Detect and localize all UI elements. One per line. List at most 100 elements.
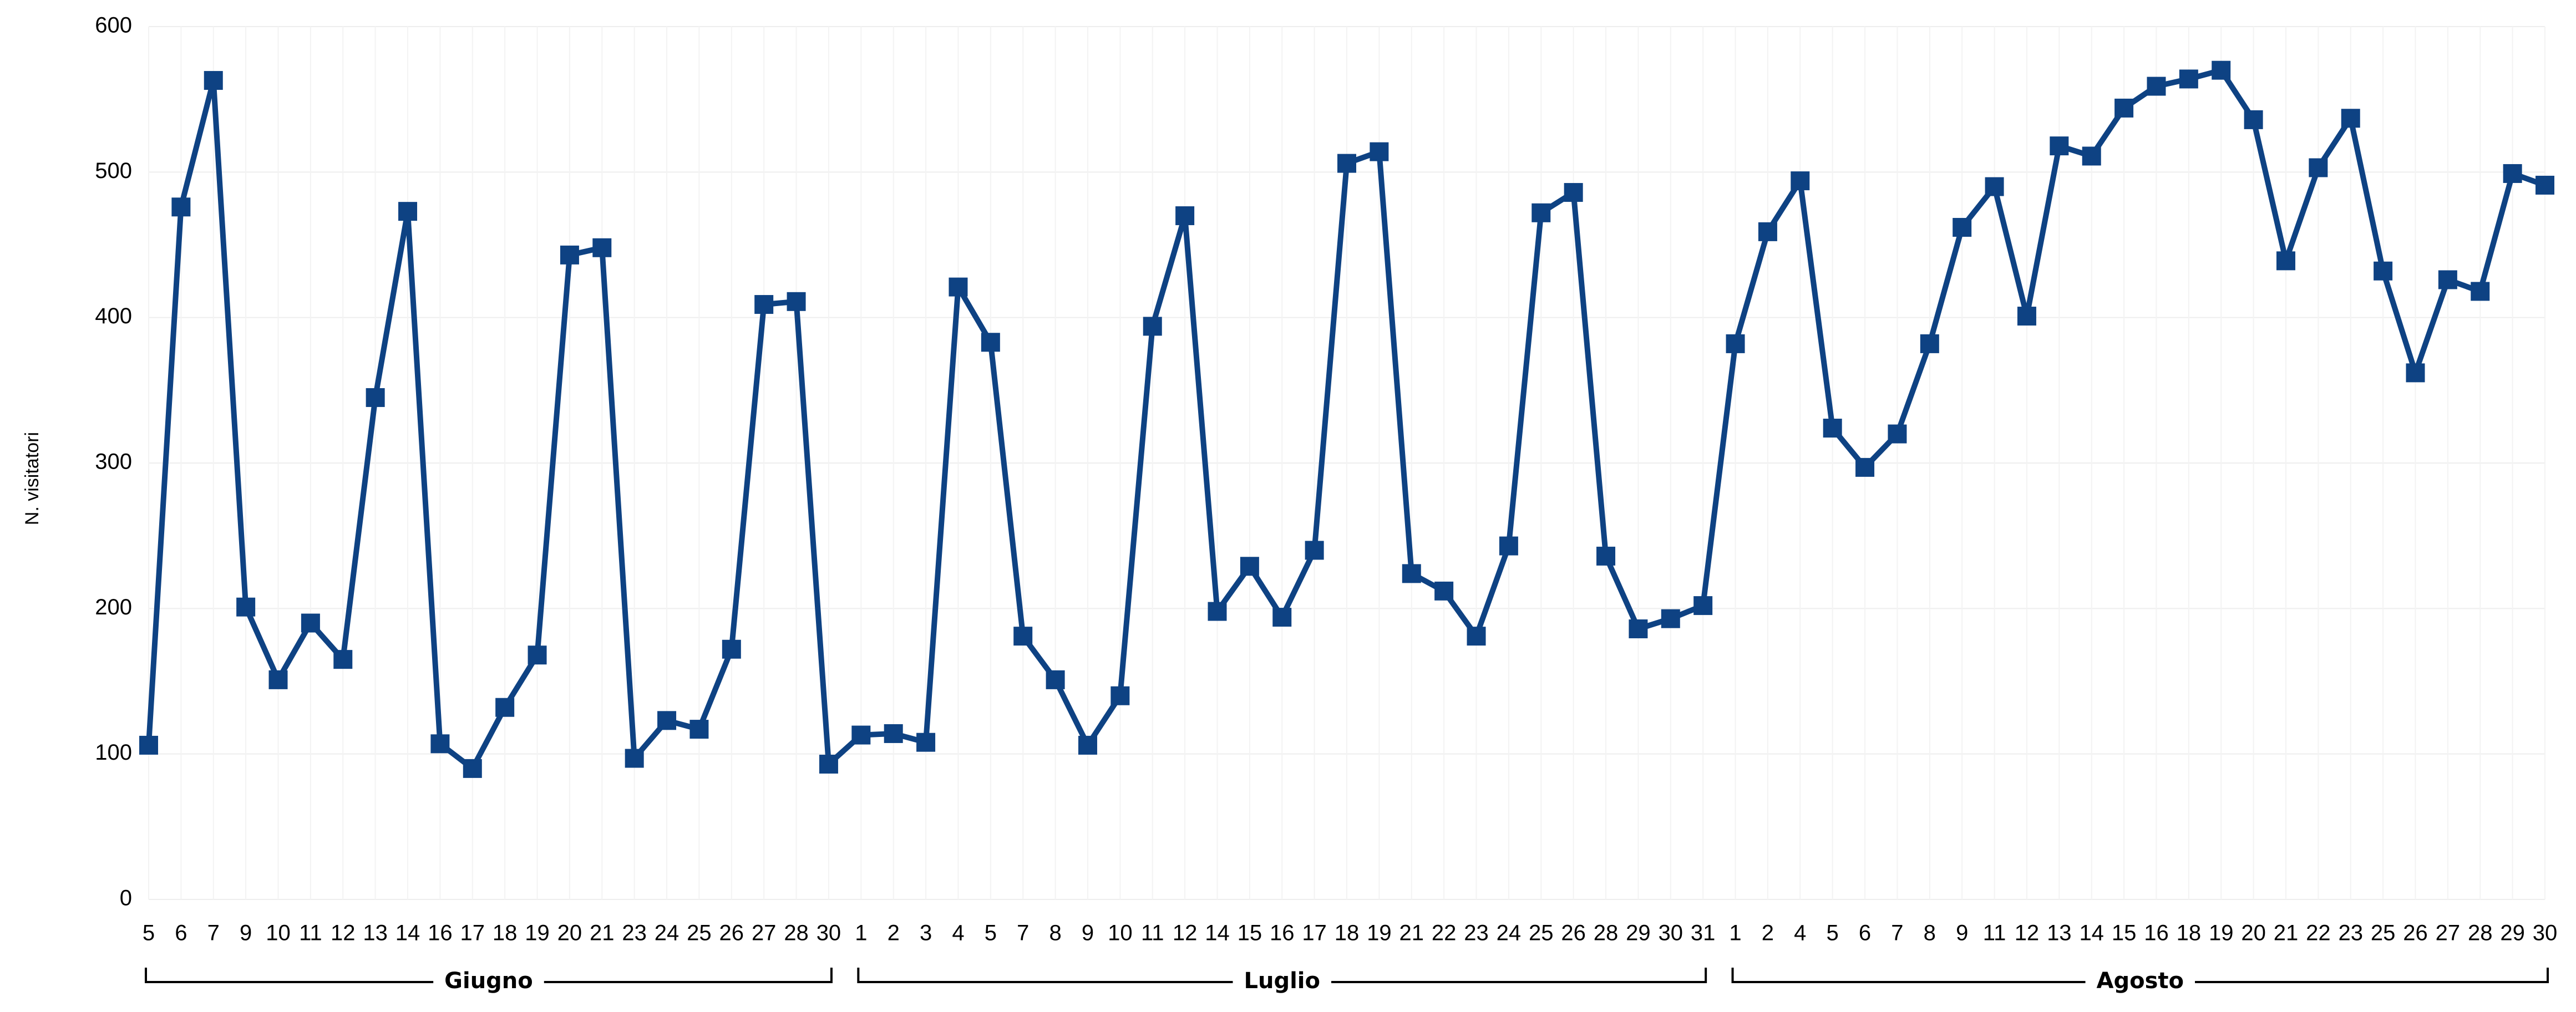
point — [2406, 363, 2425, 383]
point — [689, 720, 709, 739]
point — [495, 698, 515, 717]
point — [2471, 282, 2490, 301]
x-tick-label: 7 — [1891, 921, 1903, 945]
point — [528, 645, 547, 665]
x-tick-label: 11 — [1983, 921, 2006, 945]
point — [1240, 557, 1259, 576]
group-label-bg — [1233, 977, 1331, 988]
point — [1855, 457, 1875, 477]
point — [2503, 164, 2522, 183]
x-tick-label: 30 — [1659, 921, 1683, 945]
point — [1272, 608, 1292, 627]
point — [1175, 206, 1195, 226]
point — [1078, 735, 1097, 755]
x-tick-label: 27 — [2436, 921, 2461, 945]
x-tick-label: 8 — [1924, 921, 1936, 945]
x-tick-label: 20 — [557, 921, 582, 945]
x-tick-label: 7 — [1017, 921, 1029, 945]
point — [560, 245, 579, 265]
point — [2179, 69, 2198, 89]
point — [236, 597, 256, 617]
point — [1758, 222, 1777, 241]
x-tick-label: 2 — [888, 921, 900, 945]
y-tick-label: 0 — [120, 886, 132, 911]
point — [2212, 60, 2231, 80]
x-tick-label: 9 — [1082, 921, 1094, 945]
point — [1046, 670, 1065, 689]
x-tick-label: 19 — [525, 921, 550, 945]
point — [2017, 307, 2036, 326]
x-tick-label: 25 — [2371, 921, 2396, 945]
x-tick-label: 12 — [331, 921, 356, 945]
point — [2536, 175, 2554, 195]
point — [398, 202, 418, 221]
point — [1532, 203, 1551, 222]
group-label: Luglio — [1244, 968, 1320, 994]
point — [1920, 334, 1939, 353]
point — [787, 292, 806, 311]
x-tick-label: 18 — [493, 921, 518, 945]
x-tick-label: 16 — [1270, 921, 1295, 945]
x-tick-label: 24 — [1497, 921, 1522, 945]
x-tick-label: 18 — [2177, 921, 2202, 945]
x-tick-label: 28 — [784, 921, 809, 945]
point — [430, 734, 450, 754]
x-tick-label: 25 — [687, 921, 712, 945]
point — [2082, 146, 2101, 166]
point — [1499, 536, 1518, 556]
y-axis-title: N. visitatori — [22, 432, 43, 525]
y-tick-label: 100 — [95, 740, 132, 765]
point — [1888, 424, 1907, 444]
x-tick-label: 5 — [143, 921, 155, 945]
x-tick-label: 21 — [1399, 921, 1424, 945]
x-tick-label: 10 — [1108, 921, 1133, 945]
point — [333, 650, 353, 669]
x-tick-label: 22 — [2306, 921, 2331, 945]
point — [1661, 609, 1680, 628]
x-tick-label: 24 — [655, 921, 680, 945]
x-tick-label: 7 — [207, 921, 220, 945]
point — [2374, 261, 2393, 281]
point — [1013, 627, 1033, 646]
group-label-bg — [2085, 977, 2195, 988]
x-tick-label: 12 — [2015, 921, 2040, 945]
x-tick-label: 1 — [855, 921, 867, 945]
x-tick-label: 17 — [1302, 921, 1327, 945]
y-tick-label: 500 — [95, 159, 132, 183]
x-tick-label: 1 — [1729, 921, 1741, 945]
point — [463, 759, 482, 778]
x-tick-label: 14 — [2079, 921, 2104, 945]
x-tick-label: 15 — [2112, 921, 2137, 945]
x-tick-label: 23 — [1464, 921, 1489, 945]
x-tick-label: 30 — [2533, 921, 2558, 945]
x-tick-label: 11 — [1141, 921, 1164, 945]
x-tick-label: 20 — [2241, 921, 2266, 945]
x-tick-label: 16 — [428, 921, 453, 945]
point — [1629, 619, 1648, 639]
point — [1953, 218, 1972, 237]
x-tick-label: 9 — [1956, 921, 1968, 945]
point — [851, 725, 871, 745]
x-tick-label: 14 — [1205, 921, 1230, 945]
x-tick-label: 26 — [2403, 921, 2428, 945]
x-tick-label: 3 — [920, 921, 932, 945]
x-tick-label: 28 — [2468, 921, 2493, 945]
x-tick-label: 13 — [2047, 921, 2072, 945]
point — [204, 71, 223, 90]
point — [1467, 627, 1486, 646]
point — [1402, 564, 1421, 583]
point — [171, 197, 191, 217]
x-tick-label: 28 — [1594, 921, 1619, 945]
point — [1434, 581, 1454, 601]
x-tick-label: 22 — [1432, 921, 1457, 945]
point — [1564, 183, 1583, 202]
point — [2244, 110, 2263, 129]
x-tick-label: 21 — [590, 921, 615, 945]
point — [139, 735, 158, 755]
point — [1305, 541, 1324, 560]
y-tick-label: 300 — [95, 450, 132, 474]
point — [1693, 596, 1713, 616]
point — [1985, 177, 2004, 196]
point — [301, 613, 320, 633]
